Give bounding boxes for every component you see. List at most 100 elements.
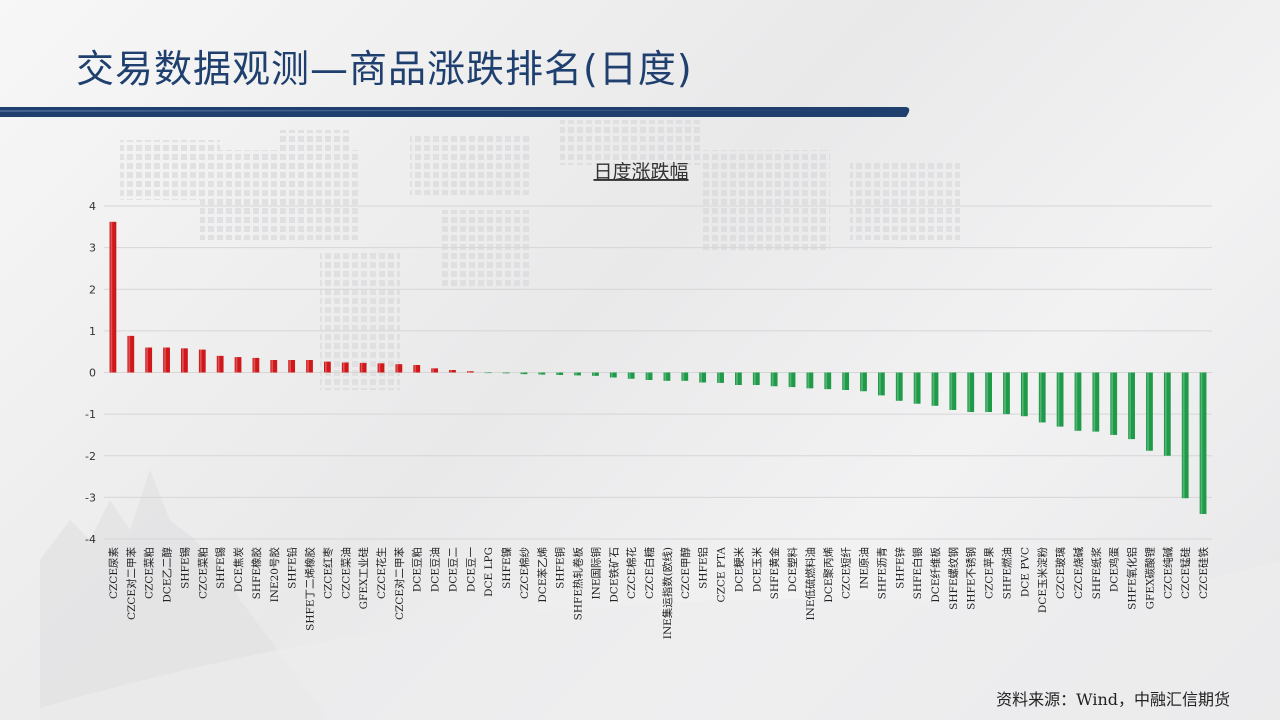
bar-highlight [610, 372, 613, 378]
bar-highlight [736, 372, 738, 385]
bar-down [1128, 372, 1135, 440]
bar-up [359, 362, 367, 373]
bar-down [752, 372, 760, 385]
bar-highlight [575, 372, 577, 376]
x-tick-label: DCE玉米淀粉 [1036, 547, 1049, 614]
bar-down [574, 372, 581, 376]
page-title: 交易数据观测—商品涨跌排名(日度) [76, 47, 693, 91]
x-tick-label: SHFE螺纹钢 [947, 547, 960, 610]
bar-down [788, 372, 796, 388]
y-tick-label: 2 [89, 283, 96, 296]
x-tick-label: DCE LPG [483, 547, 495, 597]
bar-down [1020, 372, 1028, 417]
bar-down [985, 372, 993, 413]
bar-highlight [414, 365, 417, 373]
bar-down [735, 372, 742, 385]
bar-highlight [199, 349, 202, 373]
bar-down [484, 372, 492, 374]
bar-highlight [521, 372, 524, 375]
bar-highlight [539, 372, 542, 375]
bar-down [1092, 372, 1100, 432]
bar-down [913, 372, 921, 404]
bar-highlight [932, 372, 935, 406]
x-tick-label: CZCE对二甲苯 [125, 547, 138, 621]
y-axis-ticks: 4 3 2 1 0 -1 -2 -3 -4 [85, 200, 96, 546]
x-tick-label: CZCE棉花 [625, 547, 638, 600]
y-tick-label: 3 [89, 242, 96, 255]
bar-down [663, 372, 671, 381]
x-tick-label: SHFE白银 [911, 547, 924, 600]
bar-down [1146, 372, 1153, 451]
bar-highlight [646, 372, 649, 380]
bar-highlight [986, 372, 988, 413]
x-tick-label: SHFE橡胶 [250, 547, 263, 600]
bar-highlight [1021, 372, 1024, 417]
x-tick-label: GFEX碳酸锂 [1143, 547, 1156, 610]
bar-highlight [843, 372, 845, 390]
bar-down [1199, 372, 1207, 515]
x-tick-label: DCE豆二 [447, 547, 459, 592]
x-tick-label: CZCE烧碱 [1072, 547, 1085, 600]
bar-highlight [878, 372, 881, 396]
bar-down [520, 372, 528, 375]
bar-highlight [503, 372, 506, 374]
bar-up [145, 347, 153, 373]
x-tick-label: CZCE对二甲苯 [393, 547, 406, 621]
source-note: 资料来源：Wind，中融汇信期货 [996, 690, 1230, 709]
bar-highlight [896, 372, 899, 401]
x-tick-label: INE20号胶 [268, 547, 281, 603]
bar-highlight [360, 362, 363, 373]
x-tick-label: SHFE不锈钢 [965, 547, 978, 610]
x-tick-label: INE低硫燃料油 [804, 547, 817, 621]
bar-up [198, 349, 206, 373]
bar-highlight [253, 357, 256, 373]
bar-highlight [628, 372, 631, 379]
bar-highlight [753, 372, 756, 385]
bar-highlight [557, 372, 560, 375]
bar-down [717, 372, 724, 383]
x-axis-labels: CZCE尿素 CZCE对二甲苯 CZCE菜粕 DCE乙二醇 SHFE锡 CZCE菜粕 SHF… [107, 547, 1210, 640]
bar-highlight [1075, 372, 1078, 431]
bar-down [592, 372, 599, 376]
bar-down [806, 372, 814, 389]
x-tick-label: INE国际铜 [590, 547, 602, 600]
x-tick-label: SHFE锌 [893, 547, 906, 589]
x-tick-label: DCE玉米 [750, 547, 763, 593]
x-tick-label: DCE聚丙烯 [822, 547, 835, 603]
x-tick-label: DCE焦炭 [232, 547, 245, 593]
bar-down [949, 372, 957, 410]
bar-highlight [289, 360, 291, 373]
bar-down [556, 372, 564, 375]
y-tick-label: -1 [85, 408, 96, 421]
bar-down [1074, 372, 1082, 431]
x-tick-label: DCE苯乙烯 [536, 547, 549, 603]
bar-highlight [1182, 372, 1185, 499]
bar-highlight [700, 372, 702, 383]
bar-highlight [396, 364, 399, 373]
bar-up [449, 370, 456, 373]
bar-highlight [861, 372, 863, 392]
bar-down [699, 372, 707, 383]
y-tick-label: 0 [89, 367, 96, 380]
x-tick-label: CZCE棉纱 [518, 547, 531, 600]
bar-highlight [1200, 372, 1203, 515]
x-tick-label: CZCE纯碱 [1161, 547, 1174, 600]
x-tick-label: CZCE硅铁 [1197, 547, 1210, 600]
x-tick-label: CZCE尿素 [107, 547, 120, 599]
bar-up [341, 362, 349, 373]
x-tick-label: CZCE红枣 [321, 547, 334, 600]
bar-up [413, 365, 421, 373]
bar-highlight [914, 372, 917, 404]
bar-down [877, 372, 885, 396]
bar-down [1181, 372, 1189, 499]
bar-highlight [1147, 372, 1149, 451]
bar-highlight [1111, 372, 1114, 435]
x-tick-label: GFEX工业硅 [357, 547, 370, 610]
bar-up [234, 357, 242, 373]
bar-highlight [1057, 372, 1060, 427]
bar-highlight [1093, 372, 1096, 432]
bar-down [824, 372, 832, 390]
x-tick-label: DCE纤维板 [929, 547, 942, 603]
x-tick-label: CZCE白糖 [643, 547, 656, 600]
